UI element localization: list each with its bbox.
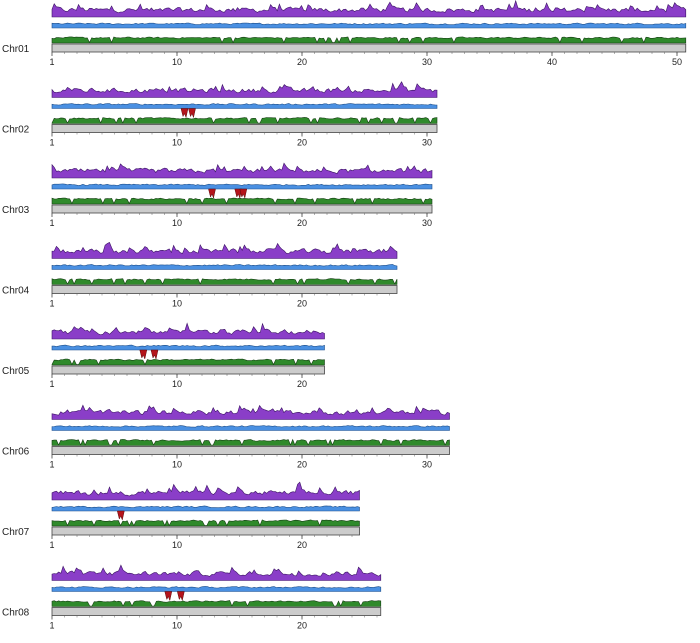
chromosome-panel-chr06: 1 10 20 30 Chr06 <box>2 404 450 470</box>
chromosome-bar <box>51 446 450 455</box>
chromosome-bar <box>51 124 438 133</box>
track-1-area <box>51 481 360 501</box>
chromosome-label: Chr08 <box>2 608 30 619</box>
chromosome-label: Chr01 <box>2 44 30 55</box>
track-3-area <box>51 197 433 205</box>
track-4-dip-1 <box>139 349 148 360</box>
track-2-area <box>51 103 438 109</box>
tick-label: 30 <box>422 218 432 228</box>
track-3-area <box>51 278 398 285</box>
tick-label: 40 <box>547 57 557 67</box>
track-2-area <box>51 425 450 431</box>
chromosome-bar <box>51 204 433 214</box>
chromosome-panel-chr04: 1 10 20 Chr04 <box>2 241 398 309</box>
chromosome-panel-chr07: 1 10 20 Chr07 <box>2 481 360 550</box>
track-3-area <box>51 117 438 124</box>
tick-label: 1 <box>49 299 54 309</box>
chromosome-label: Chr04 <box>2 286 30 297</box>
tick-label: 1 <box>49 379 54 389</box>
minor-ticks <box>64 615 378 618</box>
track-1-area <box>51 162 433 179</box>
minor-ticks <box>64 374 315 376</box>
tick-label: 50 <box>672 57 682 67</box>
tick-label: 20 <box>297 379 307 389</box>
tick-label: 20 <box>297 218 307 228</box>
track-1-area <box>51 404 450 420</box>
track-4-dip-1 <box>116 510 125 521</box>
tick-label: 20 <box>297 299 307 309</box>
tick-label: 10 <box>172 218 182 228</box>
track-3-area <box>51 36 687 44</box>
tick-label: 10 <box>172 460 182 470</box>
track-2-area <box>51 586 382 592</box>
track-3-area <box>51 438 450 446</box>
chromosome-panel-chr01: 1 10 20 30 40 50 Chr01 <box>2 0 687 67</box>
track-1-area <box>51 81 438 98</box>
chromosome-panel-chr02: 1 10 20 30 Chr02 <box>2 81 438 148</box>
tick-label: 20 <box>297 138 307 148</box>
track-3-area <box>51 600 382 607</box>
tick-label: 30 <box>422 460 432 470</box>
tick-label: 1 <box>49 621 54 631</box>
tick-label: 1 <box>49 540 54 550</box>
chromosome-label: Chr06 <box>2 447 30 458</box>
chromosome-bar <box>51 43 687 53</box>
tick-label: 1 <box>49 460 54 470</box>
track-4-dip-3 <box>239 188 248 199</box>
tick-label: 10 <box>172 540 182 550</box>
track-2-area <box>51 22 687 29</box>
tick-label: 1 <box>49 57 54 67</box>
tick-label: 10 <box>172 138 182 148</box>
chromosome-label: Chr05 <box>2 366 30 377</box>
track-2-area <box>51 183 433 190</box>
minor-ticks <box>64 52 678 54</box>
track-2-area <box>51 264 398 270</box>
track-1-area <box>51 241 398 259</box>
track-4-dip-2 <box>188 108 196 119</box>
track-2-area <box>51 344 325 351</box>
track-2-area <box>51 505 360 512</box>
track-4-dip-2 <box>176 591 185 602</box>
track-1-area <box>51 0 687 18</box>
tick-label: 1 <box>49 218 54 228</box>
chromosome-panel-chr08: 1 10 20 Chr08 <box>2 564 382 631</box>
chromosome-panel-chr05: 1 10 20 Chr05 <box>2 322 325 389</box>
chromosome-label: Chr02 <box>2 125 30 136</box>
chromosome-panel-chr03: 1 10 20 30 Chr03 <box>2 162 433 228</box>
tick-label: 30 <box>422 138 432 148</box>
chromosome-bar <box>51 607 382 616</box>
tick-label: 20 <box>297 621 307 631</box>
track-4-dip-2 <box>150 349 159 360</box>
chromosome-bar <box>51 285 398 294</box>
tick-label: 10 <box>172 299 182 309</box>
track-4-dip-1 <box>164 591 173 602</box>
chromosome-bar <box>51 365 325 375</box>
track-3-area <box>51 519 360 527</box>
tick-label: 20 <box>297 460 307 470</box>
chromosome-bar <box>51 526 360 536</box>
minor-ticks <box>64 535 353 537</box>
track-4-dip-1 <box>180 108 189 119</box>
tick-label: 1 <box>49 138 54 148</box>
minor-ticks <box>64 132 428 135</box>
tick-label: 10 <box>172 57 182 67</box>
tick-label: 20 <box>297 57 307 67</box>
track-3-area <box>51 358 325 366</box>
chromosome-label: Chr03 <box>2 205 30 216</box>
chromosome-label: Chr07 <box>2 527 30 538</box>
minor-ticks <box>64 454 440 457</box>
track-1-area <box>51 322 325 340</box>
minor-ticks <box>64 213 428 215</box>
tick-label: 30 <box>422 57 432 67</box>
tick-label: 20 <box>297 540 307 550</box>
track-4-dip-1 <box>208 188 216 199</box>
tick-label: 10 <box>172 621 182 631</box>
tick-label: 10 <box>172 379 182 389</box>
track-1-area <box>51 564 382 581</box>
